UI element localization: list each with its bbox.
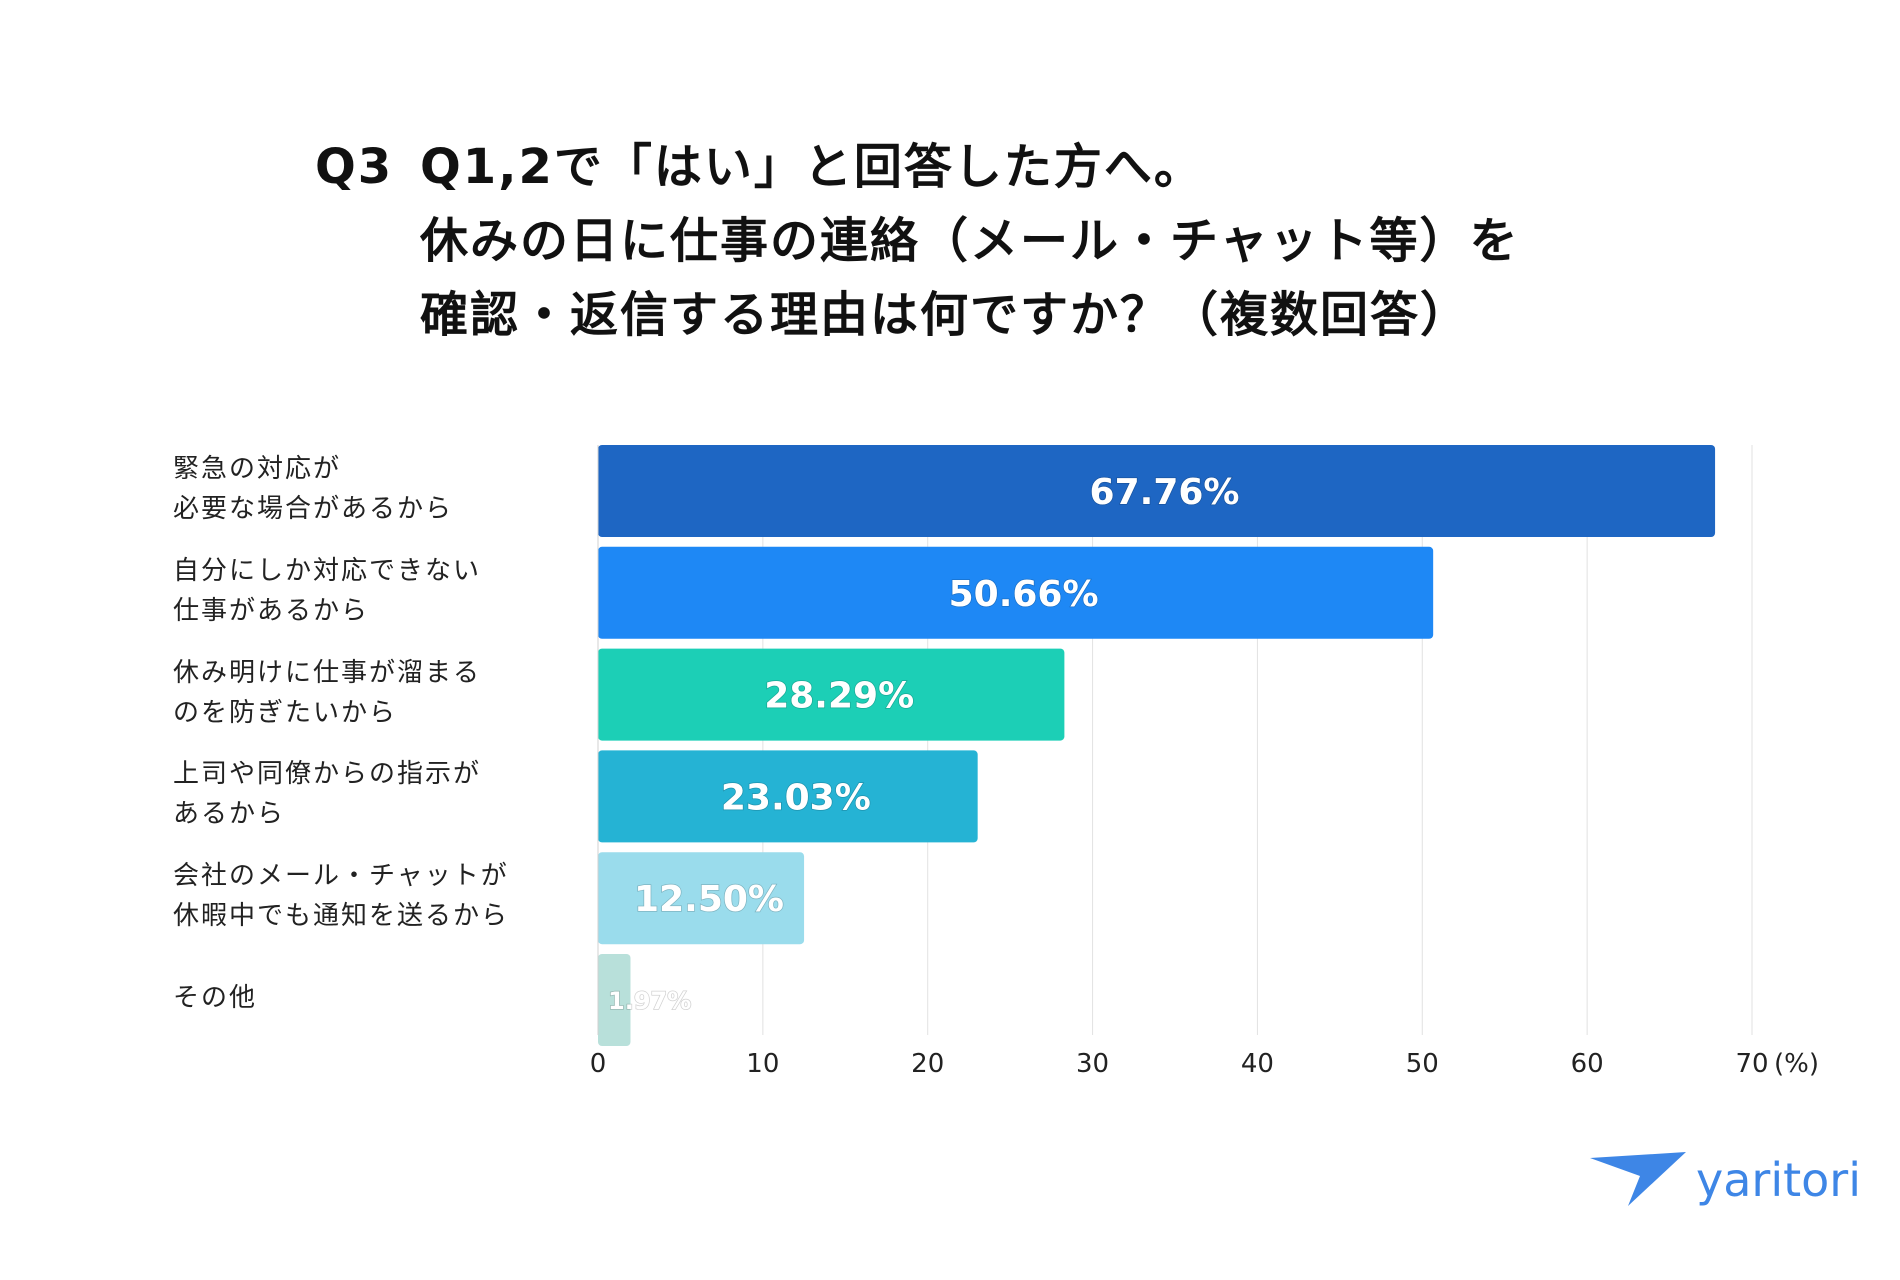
title-line-3: 確認・返信する理由は何ですか？（複数回答） <box>315 278 1520 352</box>
bar <box>598 445 1716 537</box>
bar-value-label: 12.50% <box>634 879 784 920</box>
title-line-2: 休みの日に仕事の連絡（メール・チャット等）を <box>315 204 1520 278</box>
bar <box>598 852 805 945</box>
yaritori-logo-icon <box>1590 1152 1686 1206</box>
category-label: 緊急の対応が必要な場合があるから <box>173 449 573 529</box>
bar-value-label: 28.29% <box>764 676 914 717</box>
category-label: 休み明けに仕事が溜まる のを防ぎたいから <box>173 653 573 733</box>
bar <box>598 750 978 843</box>
title-text-3: 確認・返信する理由は何ですか？（複数回答） <box>420 287 1471 343</box>
x-tick-label: 70 <box>1735 1049 1768 1079</box>
bar <box>598 648 1065 741</box>
x-tick-label: 20 <box>911 1049 944 1079</box>
brand-logo: yaritori <box>1588 1150 1861 1210</box>
bar-value-label: 23.03% <box>721 777 871 818</box>
bar-value-label: 50.66% <box>949 574 1099 615</box>
category-label-line: 仕事があるから <box>173 595 370 626</box>
category-label: 自分にしか対応できない 仕事があるから <box>173 551 573 631</box>
bar <box>598 546 1434 639</box>
chart-title: Q3 Q1,2で「はい」と回答した方へ。 休みの日に仕事の連絡（メール・チャット… <box>315 130 1520 352</box>
category-label-line: のを防ぎたいから <box>173 697 398 728</box>
category-label-line: 休み明けに仕事が溜まる <box>173 657 482 688</box>
category-label: 会社のメール・チャットが 休暇中でも通知を送るから <box>173 856 573 936</box>
category-label-line: 上司や同僚からの指示が <box>173 759 482 790</box>
category-label-line: 休暇中でも通知を送るから <box>173 901 510 932</box>
category-label: その他 <box>173 978 573 1018</box>
x-tick-label: 40 <box>1241 1049 1274 1079</box>
category-label-line: その他 <box>173 983 258 1013</box>
x-tick-label: 10 <box>746 1049 779 1079</box>
x-tick-label: 30 <box>1076 1049 1109 1079</box>
category-label: 上司や同僚からの指示が あるから <box>173 754 573 834</box>
bar <box>598 954 631 1046</box>
x-tick-label: 0 <box>590 1049 607 1079</box>
bar-value-label: 67.76% <box>1090 472 1240 513</box>
category-label-line: 緊急の対応が <box>173 454 342 484</box>
question-number: Q3 <box>315 139 394 195</box>
category-label-line: あるから <box>173 799 286 830</box>
bar-value-label: 1.97% <box>608 987 691 1015</box>
category-label-line: 自分にしか対応できない <box>173 555 482 586</box>
category-label-line: 会社のメール・チャットが <box>173 861 509 892</box>
x-unit-label: (%) <box>1774 1049 1819 1079</box>
x-tick-label: 50 <box>1406 1049 1439 1079</box>
title-text-2: 休みの日に仕事の連絡（メール・チャット等）を <box>420 213 1520 269</box>
category-label-line: 必要な場合があるから <box>173 494 454 524</box>
brand-name: yaritori <box>1696 1153 1861 1207</box>
title-line-1: Q3 Q1,2で「はい」と回答した方へ。 <box>315 130 1520 204</box>
title-text-1: Q1,2で「はい」と回答した方へ。 <box>420 139 1204 195</box>
x-tick-label: 60 <box>1571 1049 1604 1079</box>
